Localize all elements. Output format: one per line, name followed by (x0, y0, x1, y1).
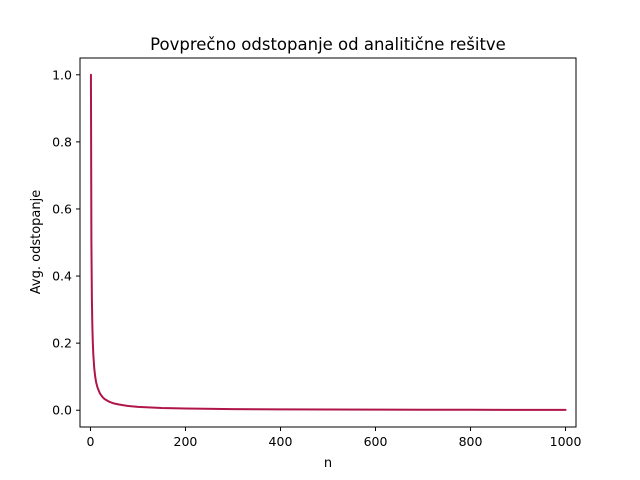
x-tick-label: 1000 (550, 434, 582, 449)
y-tick-label: 0.6 (52, 201, 72, 216)
y-tick-label: 0.4 (52, 269, 72, 284)
y-axis-label: Avg. odstopanje (29, 190, 44, 294)
y-tick-label: 0.0 (52, 403, 72, 418)
y-tick-label: 0.8 (52, 134, 72, 149)
x-tick-label: 600 (364, 434, 388, 449)
x-tick-label: 200 (174, 434, 198, 449)
x-tick-label: 800 (459, 434, 483, 449)
series-line-0 (89, 73, 567, 411)
y-tick-label: 0.2 (52, 336, 72, 351)
x-axis-label: n (324, 456, 332, 471)
x-tick-label: 400 (269, 434, 293, 449)
plot-area: 0 200 400 600 800 1000 0.0 0.2 0.4 0.6 0.8 1.0 (52, 57, 582, 449)
axes-frame (79, 57, 577, 428)
chart-title: Povprečno odstopanje od analitične rešit… (150, 35, 506, 54)
y-tick-label: 1.0 (52, 67, 72, 82)
x-tick-label: 0 (86, 434, 94, 449)
